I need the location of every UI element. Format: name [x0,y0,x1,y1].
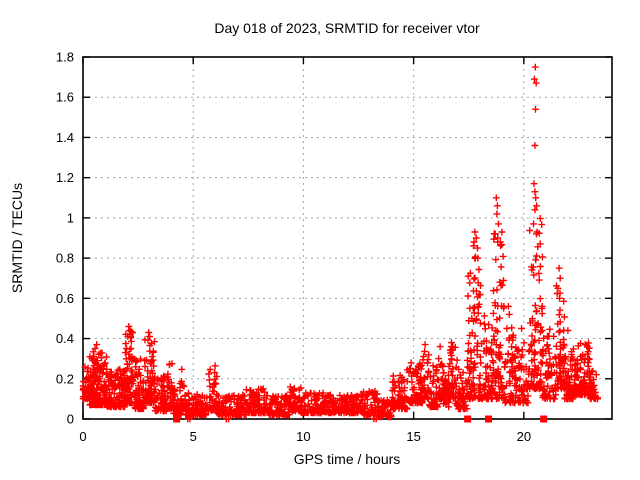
y-tick-label: 0.4 [56,331,74,346]
y-tick-label: 1 [67,210,74,225]
plot-border [82,56,613,420]
y-tick-label: 0.8 [56,251,74,266]
event-square-marker [173,415,181,423]
x-tick-label: 10 [296,429,310,444]
x-axis-label: GPS time / hours [294,451,401,467]
event-square-marker [540,415,548,423]
y-tick-label: 0 [67,412,74,427]
x-tick-label: 15 [406,429,420,444]
x-tick-label: 20 [517,429,531,444]
axis-ticks [82,56,612,420]
gridlines [83,57,612,419]
data-points [79,63,601,423]
y-tick-label: 1.2 [56,170,74,185]
y-tick-label: 1.4 [56,130,74,145]
y-tick-label: 0.6 [56,291,74,306]
x-tick-label: 5 [190,429,197,444]
chart-title: Day 018 of 2023, SRMTID for receiver vto… [214,20,480,36]
y-tick-label: 0.2 [56,371,74,386]
scatter-plus-markers [79,63,601,423]
y-tick-label: 1.8 [56,50,74,65]
event-square-marker [464,415,472,423]
axis-tick-labels: 0 0.2 0.4 0.6 0.8 1 1.2 1.4 1.6 1.8 0 5 10 15 20 [56,50,531,445]
y-tick-label: 1.6 [56,90,74,105]
x-tick-label: 0 [79,429,86,444]
y-axis-label: SRMTID / TECUs [9,183,25,293]
event-square-marker [485,415,493,423]
